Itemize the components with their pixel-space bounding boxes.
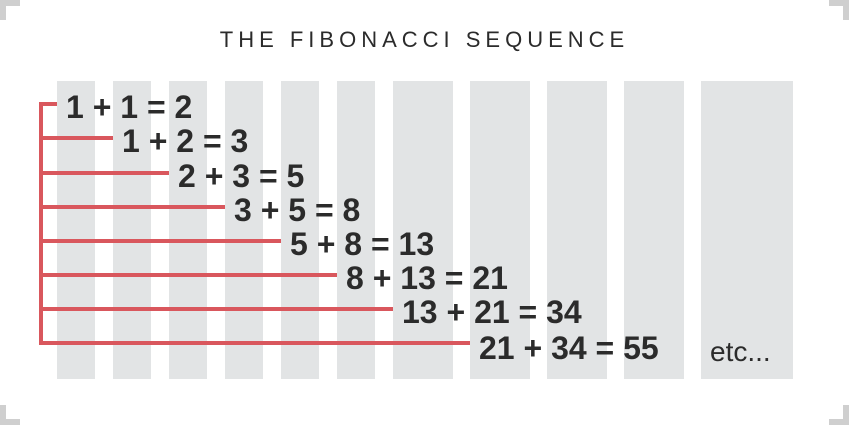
etc-label: etc... xyxy=(710,336,771,367)
column-7 xyxy=(393,81,453,379)
column-3 xyxy=(169,81,207,379)
corner-mark-bottom-right xyxy=(829,405,849,425)
bracket-branch-2 xyxy=(39,136,113,140)
column-8 xyxy=(470,81,530,379)
equation-3: 2 + 3 = 5 xyxy=(178,158,305,194)
bracket-spine xyxy=(39,102,43,344)
bracket-branch-4 xyxy=(39,205,225,209)
equation-1: 1 + 1 = 2 xyxy=(66,89,193,125)
equation-2: 1 + 2 = 3 xyxy=(122,123,249,159)
bracket-branch-7 xyxy=(39,307,393,311)
corner-mark-bottom-left xyxy=(0,405,20,425)
equation-8: 21 + 34 = 55 xyxy=(479,330,659,366)
bracket-branch-8 xyxy=(39,341,470,345)
equation-4: 3 + 5 = 8 xyxy=(234,192,361,228)
corner-mark-top-right xyxy=(829,0,849,20)
bracket-branch-1 xyxy=(39,102,57,106)
column-5 xyxy=(281,81,319,379)
column-11 xyxy=(701,81,793,379)
column-4 xyxy=(225,81,263,379)
equation-7: 13 + 21 = 34 xyxy=(402,294,582,330)
column-6 xyxy=(337,81,375,379)
column-1 xyxy=(57,81,95,379)
equation-5: 5 + 8 = 13 xyxy=(290,226,435,262)
diagram-title: THE FIBONACCI SEQUENCE xyxy=(219,27,630,52)
column-9 xyxy=(547,81,607,379)
bracket-branch-6 xyxy=(39,273,337,277)
bracket-branch-3 xyxy=(39,171,169,175)
column-2 xyxy=(113,81,151,379)
equation-6: 8 + 13 = 21 xyxy=(346,260,508,296)
column-10 xyxy=(624,81,684,379)
bracket-branch-5 xyxy=(39,239,281,243)
corner-mark-top-left xyxy=(0,0,20,20)
